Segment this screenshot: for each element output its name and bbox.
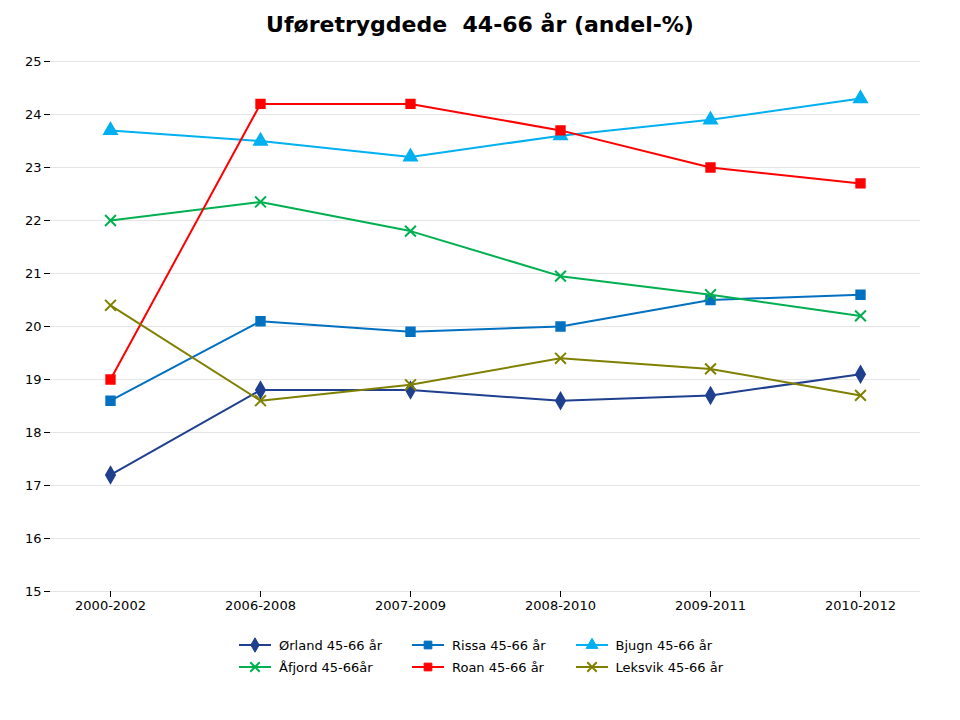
svg-text:23: 23 [25,160,42,175]
svg-text:22: 22 [25,213,42,228]
html-text:Rissa 45-66 år: Rissa 45-66 år [452,637,546,653]
svg-text:25: 25 [25,54,42,69]
svg-text:15: 15 [25,584,42,599]
svg-text:21: 21 [25,266,42,281]
html-text:Ørland 45-66 år: Ørland 45-66 år [279,637,382,653]
svg-text:16: 16 [25,531,42,546]
html-text:Åfjord 45-66år: Åfjord 45-66år [279,659,373,675]
svg-text:17: 17 [25,478,42,493]
svg-text:2008-2010: 2008-2010 [525,598,596,613]
svg-text:2006-2008: 2006-2008 [225,598,296,613]
html-text:Uføretrygdede 44-66 år (andel-: Uføretrygdede 44-66 år (andel-%) [266,12,694,37]
svg-text:2007-2009: 2007-2009 [375,598,446,613]
html-text:Bjugn 45-66 år: Bjugn 45-66 år [615,637,713,653]
html-text:Leksvik 45-66 år: Leksvik 45-66 år [615,659,723,675]
svg-text:24: 24 [25,107,42,122]
svg-text:19: 19 [25,372,42,387]
svg-text:20: 20 [25,319,42,334]
svg-text:2000-2002: 2000-2002 [75,598,146,613]
svg-text:2009-2011: 2009-2011 [675,598,746,613]
svg-text:18: 18 [25,425,42,440]
svg-text:2010-2012: 2010-2012 [825,598,896,613]
html-text:Roan 45-66 år: Roan 45-66 år [452,659,544,675]
